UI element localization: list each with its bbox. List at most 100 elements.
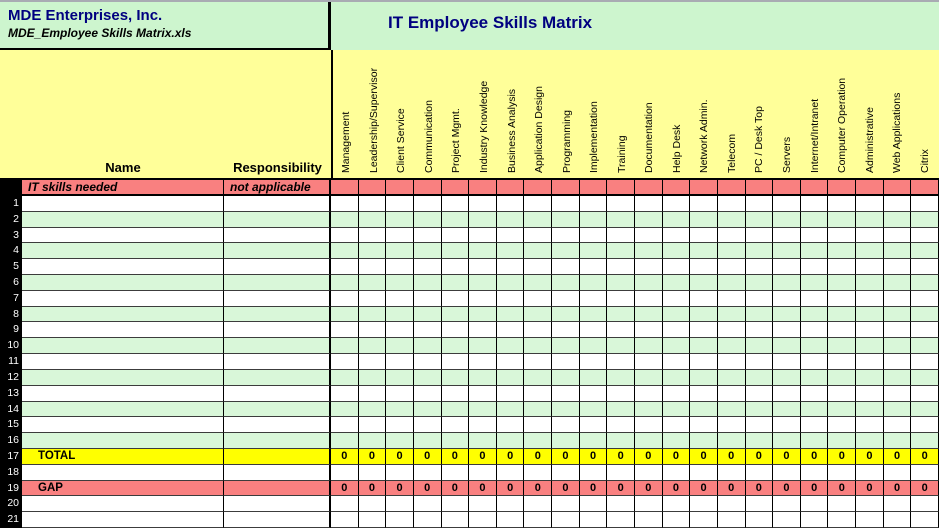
skill-cell[interactable] xyxy=(607,401,635,418)
gap-value-cell[interactable]: 0 xyxy=(662,480,691,497)
skill-cell[interactable] xyxy=(856,275,884,291)
skill-cell[interactable] xyxy=(800,433,829,449)
skill-cell[interactable] xyxy=(441,227,470,244)
skill-cell[interactable] xyxy=(635,417,663,434)
skill-cell[interactable] xyxy=(690,227,718,244)
row-number[interactable]: 7 xyxy=(0,290,22,307)
row-number[interactable]: 12 xyxy=(0,369,22,386)
skill-cell[interactable] xyxy=(358,417,387,434)
skill-cell[interactable] xyxy=(773,464,801,481)
skill-cell[interactable] xyxy=(331,322,359,339)
name-cell[interactable] xyxy=(22,290,224,307)
skill-cell[interactable] xyxy=(773,227,801,244)
name-cell[interactable] xyxy=(22,306,224,323)
name-cell[interactable] xyxy=(22,211,224,228)
skill-cell[interactable] xyxy=(607,196,635,212)
skill-cell[interactable] xyxy=(496,196,525,212)
skill-cell[interactable] xyxy=(441,385,470,402)
skill-cell[interactable] xyxy=(800,354,829,370)
row-number[interactable]: 8 xyxy=(0,306,22,323)
skill-cell[interactable] xyxy=(800,385,829,402)
name-cell[interactable] xyxy=(22,385,224,402)
column-header-name[interactable]: Name xyxy=(105,160,141,175)
skill-cell[interactable] xyxy=(773,306,801,323)
total-value-cell[interactable]: 0 xyxy=(690,448,718,465)
row-number[interactable]: 4 xyxy=(0,243,22,260)
skill-cell[interactable] xyxy=(441,464,470,481)
skill-cell[interactable] xyxy=(331,512,359,528)
skill-cell[interactable] xyxy=(524,433,553,449)
name-cell[interactable] xyxy=(22,259,224,276)
skill-cell[interactable] xyxy=(662,417,691,434)
skill-cell[interactable] xyxy=(911,496,939,513)
skill-cell[interactable] xyxy=(773,178,801,196)
skill-column-header[interactable]: PC / Desk Top xyxy=(746,50,774,178)
total-value-cell[interactable]: 0 xyxy=(496,448,525,465)
skill-cell[interactable] xyxy=(828,433,857,449)
skill-cell[interactable] xyxy=(552,338,580,355)
skill-cell[interactable] xyxy=(745,306,774,323)
skill-cell[interactable] xyxy=(386,211,414,228)
skill-cell[interactable] xyxy=(331,354,359,370)
skill-column-header[interactable]: Business Analysis xyxy=(498,50,526,178)
skill-cell[interactable] xyxy=(690,178,718,196)
skill-cell[interactable] xyxy=(579,512,608,528)
skill-cell[interactable] xyxy=(883,369,912,386)
skill-cell[interactable] xyxy=(773,290,801,307)
skill-cell[interactable] xyxy=(331,401,359,418)
skill-cell[interactable] xyxy=(828,290,857,307)
skill-cell[interactable] xyxy=(856,385,884,402)
skill-cell[interactable] xyxy=(331,496,359,513)
name-cell[interactable] xyxy=(22,512,224,528)
row-number[interactable]: 5 xyxy=(0,259,22,276)
skill-cell[interactable] xyxy=(413,196,442,212)
skill-cell[interactable] xyxy=(883,290,912,307)
total-value-cell[interactable]: 0 xyxy=(441,448,470,465)
skill-cell[interactable] xyxy=(745,227,774,244)
gap-value-cell[interactable]: 0 xyxy=(552,480,580,497)
skill-cell[interactable] xyxy=(745,385,774,402)
total-value-cell[interactable]: 0 xyxy=(856,448,884,465)
skill-cell[interactable] xyxy=(469,496,497,513)
not-applicable-cell[interactable]: not applicable xyxy=(224,178,331,196)
skill-cell[interactable] xyxy=(607,464,635,481)
skill-cell[interactable] xyxy=(745,338,774,355)
skill-cell[interactable] xyxy=(496,417,525,434)
skill-cell[interactable] xyxy=(662,354,691,370)
skill-cell[interactable] xyxy=(469,322,497,339)
gap-value-cell[interactable]: 0 xyxy=(717,480,746,497)
skill-cell[interactable] xyxy=(469,433,497,449)
skill-column-header[interactable]: Citrix xyxy=(911,50,939,178)
skill-cell[interactable] xyxy=(800,178,829,196)
name-cell[interactable] xyxy=(22,401,224,418)
skill-cell[interactable] xyxy=(800,227,829,244)
skill-cell[interactable] xyxy=(331,369,359,386)
skill-cell[interactable] xyxy=(579,227,608,244)
skill-cell[interactable] xyxy=(883,354,912,370)
skill-cell[interactable] xyxy=(690,369,718,386)
skill-cell[interactable] xyxy=(579,322,608,339)
row-number[interactable]: 9 xyxy=(0,322,22,339)
skill-cell[interactable] xyxy=(635,178,663,196)
responsibility-cell[interactable] xyxy=(224,369,331,386)
skill-cell[interactable] xyxy=(524,338,553,355)
skill-cell[interactable] xyxy=(800,512,829,528)
skill-cell[interactable] xyxy=(358,290,387,307)
responsibility-cell[interactable] xyxy=(224,259,331,276)
skill-cell[interactable] xyxy=(911,243,939,260)
skill-cell[interactable] xyxy=(358,433,387,449)
skill-cell[interactable] xyxy=(413,178,442,196)
skill-cell[interactable] xyxy=(911,196,939,212)
responsibility-cell[interactable] xyxy=(224,464,331,481)
title-header-cell[interactable]: IT Employee Skills Matrix xyxy=(331,2,939,50)
skill-cell[interactable] xyxy=(856,369,884,386)
skill-cell[interactable] xyxy=(856,354,884,370)
skill-column-header[interactable]: Internet/Intranet xyxy=(801,50,829,178)
skill-cell[interactable] xyxy=(331,417,359,434)
gap-value-cell[interactable]: 0 xyxy=(635,480,663,497)
skill-cell[interactable] xyxy=(358,354,387,370)
skill-cell[interactable] xyxy=(662,306,691,323)
skill-column-header[interactable]: Computer Operation xyxy=(829,50,857,178)
skill-cell[interactable] xyxy=(386,322,414,339)
name-cell[interactable] xyxy=(22,417,224,434)
